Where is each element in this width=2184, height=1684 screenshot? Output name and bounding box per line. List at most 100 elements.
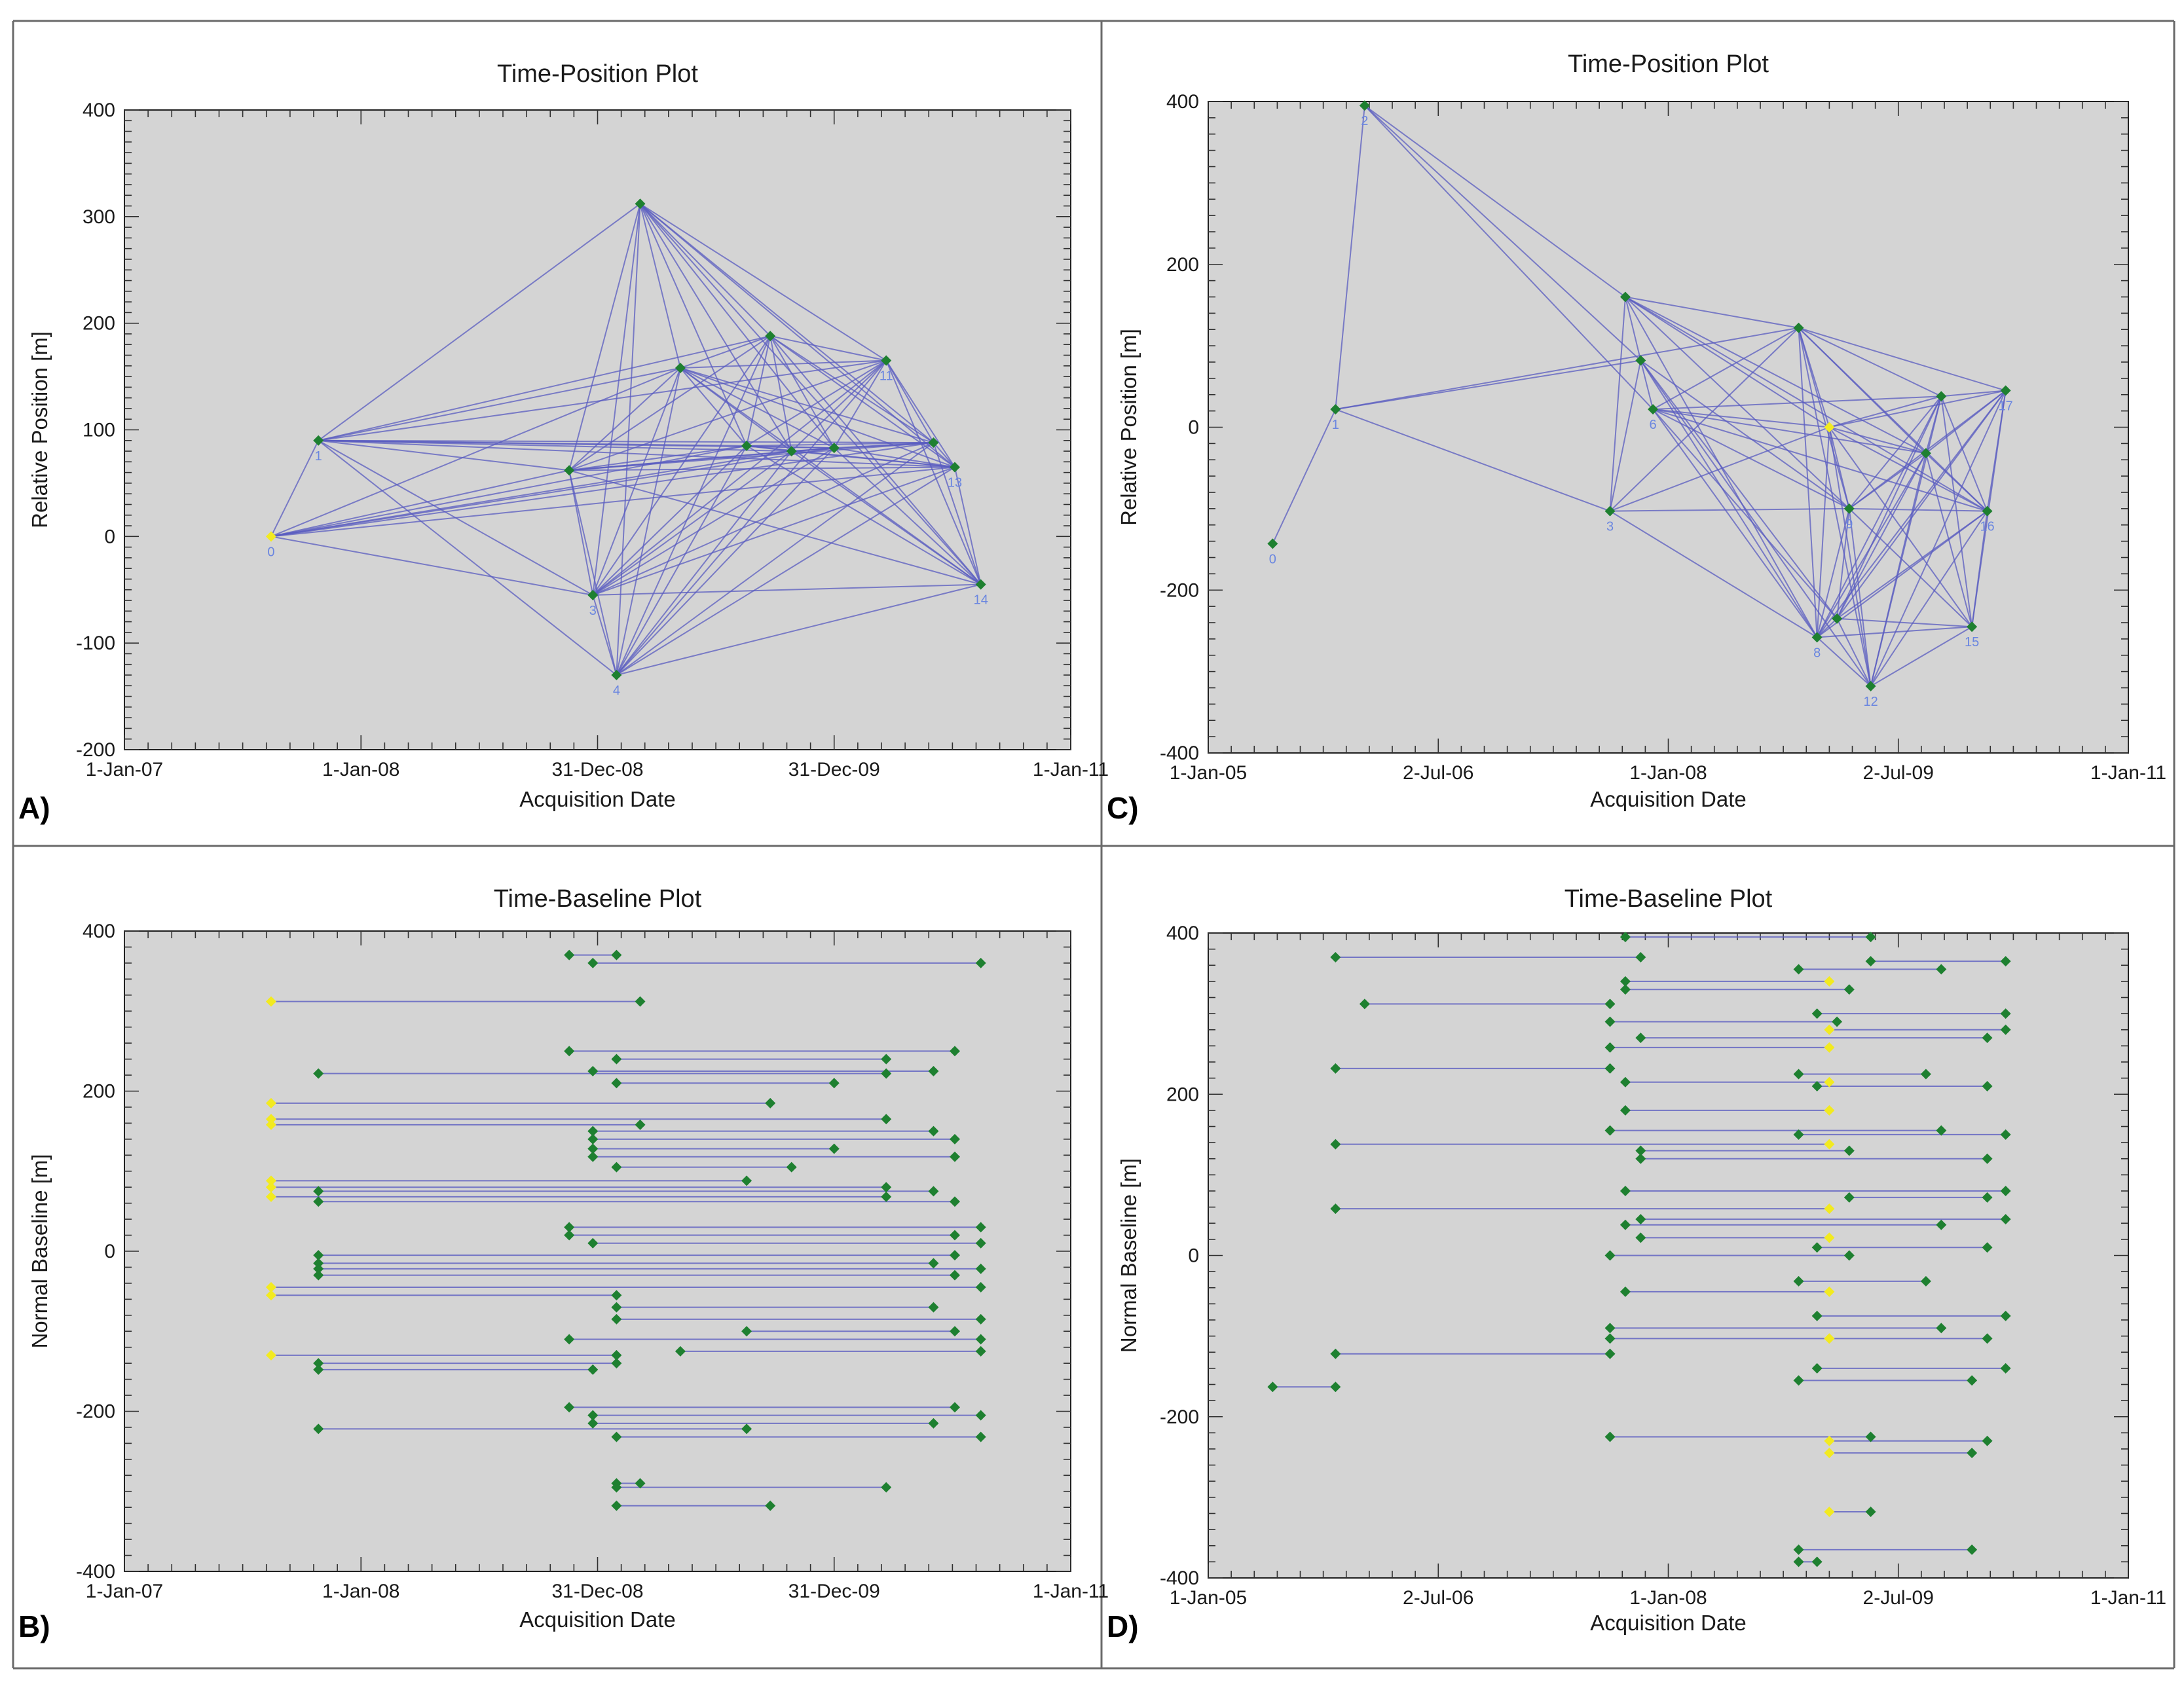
interferogram-edge	[746, 335, 771, 447]
interferogram-edge	[616, 466, 955, 676]
reference-baseline-point	[1824, 1076, 1835, 1088]
interferogram-edge	[1335, 359, 1641, 411]
interferogram-edge	[568, 469, 981, 585]
y-tick-label: -200	[1160, 1406, 1199, 1428]
interferogram-edge	[1836, 452, 1927, 619]
reference-baseline-point	[1824, 1232, 1835, 1243]
reference-acquisition-point	[265, 531, 276, 542]
interferogram-edge	[791, 359, 887, 452]
baseline-point	[635, 1478, 646, 1489]
baseline-point	[1793, 1556, 1804, 1567]
baseline-point	[564, 949, 575, 961]
baseline-point	[611, 1078, 622, 1089]
baseline-point	[1832, 1016, 1843, 1027]
interferogram-edge	[746, 359, 887, 447]
baseline-point	[1843, 1192, 1855, 1203]
baseline-point	[1604, 1016, 1616, 1027]
baseline-point	[1982, 1435, 1993, 1446]
reference-baseline-point	[1824, 1203, 1835, 1215]
baseline-point	[564, 1222, 575, 1233]
baseline-point	[1865, 932, 1876, 943]
baseline-point	[1936, 1219, 1947, 1230]
acquisition-point	[1635, 355, 1646, 366]
acquisition-index-label: 3	[1606, 520, 1614, 534]
baseline-point	[881, 1182, 892, 1193]
interferogram-edge	[1925, 453, 1973, 627]
baseline-point	[313, 1263, 324, 1274]
baseline-point	[1619, 984, 1631, 995]
acquisition-index-label: 8	[1813, 646, 1821, 660]
interferogram-edge	[680, 359, 887, 369]
baseline-point	[1635, 1214, 1646, 1225]
interferogram-edge	[1652, 409, 1838, 619]
baseline-point	[1811, 1310, 1823, 1321]
acquisition-point	[1982, 505, 1993, 517]
interferogram-edge	[592, 445, 747, 596]
baseline-point	[564, 1334, 575, 1345]
interferogram-edge	[834, 447, 982, 585]
interferogram-edge	[1870, 396, 1942, 687]
x-tick-label: 2-Jul-06	[1403, 762, 1473, 784]
panel-a-time-position-plot: Time-Position Plot -200 -100 0 100 200 300 400 1…	[18, 60, 1109, 825]
baseline-point	[2000, 956, 2011, 967]
acquisition-point	[1967, 621, 1978, 632]
reference-baseline-point	[265, 1119, 276, 1130]
interferogram-edge	[569, 445, 747, 471]
panel-letter: B)	[18, 1609, 50, 1643]
baseline-point	[1811, 1080, 1823, 1091]
y-axis-label: Relative Position [m]	[1117, 329, 1141, 526]
baseline-point	[313, 1270, 324, 1281]
interferogram-edge	[1925, 452, 1988, 512]
baseline-point	[564, 1046, 575, 1057]
interferogram-edge	[318, 439, 955, 468]
x-axis-label: Acquisition Date	[1590, 787, 1746, 811]
interferogram-edge	[639, 203, 792, 452]
interferogram-edge	[1836, 390, 2007, 619]
interferogram-edge	[1798, 327, 1850, 509]
baseline-point	[1604, 1125, 1616, 1136]
reference-baseline-point	[1824, 1139, 1835, 1150]
baseline-point	[881, 1114, 892, 1125]
interferogram-edge	[1625, 296, 1830, 428]
baseline-point	[786, 1162, 797, 1173]
interferogram-edge	[1640, 359, 1818, 638]
interferogram-edge	[1925, 390, 2007, 454]
reference-baseline-point	[1824, 1105, 1835, 1116]
x-tick-label: 1-Jan-11	[2090, 762, 2166, 784]
baseline-point	[975, 1345, 986, 1357]
baseline-point	[611, 1478, 622, 1489]
interferogram-edge	[1624, 297, 1642, 361]
interferogram-edge	[1940, 395, 1988, 511]
interferogram-edge	[1870, 626, 1972, 687]
baseline-point	[1843, 984, 1855, 995]
interferogram-edge	[1849, 395, 1942, 509]
interferogram-edge	[1609, 360, 1642, 511]
baseline-point	[949, 1326, 960, 1337]
baseline-point	[928, 1126, 939, 1137]
interferogram-edge	[1870, 390, 2007, 687]
baseline-point	[1619, 932, 1631, 943]
x-tick-label: 2-Jul-09	[1863, 762, 1934, 784]
baseline-point	[1967, 1544, 1978, 1555]
reference-baseline-point	[1824, 1507, 1835, 1518]
plot-area	[124, 930, 1071, 1572]
reference-baseline-point	[265, 1290, 276, 1301]
acquisition-point	[1920, 448, 1931, 459]
baseline-point	[1330, 1139, 1341, 1150]
interferogram-edge	[568, 470, 594, 596]
interferogram-edge	[1816, 508, 1850, 638]
interferogram-edge	[1364, 105, 1626, 298]
acquisition-point	[928, 437, 939, 448]
baseline-point	[881, 1191, 892, 1202]
y-tick-label: 0	[1188, 1245, 1199, 1267]
interferogram-edge	[592, 450, 792, 596]
acquisition-point	[1832, 613, 1843, 624]
interferogram-edge	[1609, 297, 1626, 511]
y-tick-label: 400	[83, 100, 115, 121]
baseline-point	[1267, 1382, 1278, 1393]
baseline-point	[1793, 1544, 1804, 1555]
interferogram-edge	[616, 360, 887, 676]
interferogram-edge	[1925, 395, 1942, 454]
x-tick-label: 1-Jan-11	[1033, 1581, 1109, 1602]
baseline-point	[1793, 1375, 1804, 1386]
